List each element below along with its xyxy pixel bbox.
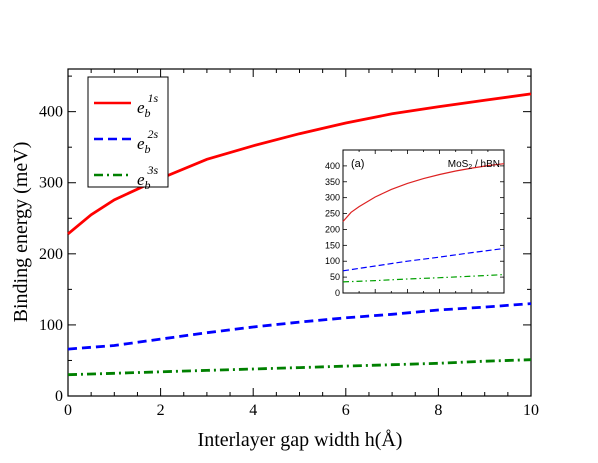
x-tick-label: 6 [342,402,350,419]
inset-material-label: MoS2 / hBN [448,159,500,171]
inset-annotation: (a) [351,158,364,170]
series-line-3s [67,358,532,377]
legend-label: eb1s [137,91,159,120]
inset-y-tick-label: 400 [325,161,340,171]
inset-y-tick-label: 0 [335,288,340,298]
x-tick-label: 2 [157,402,165,419]
inset-y-tick-label: 350 [325,177,340,187]
y-tick-label: 200 [39,246,63,263]
inset-y-tick-label: 250 [325,209,340,219]
inset-y-tick-label: 50 [330,272,340,282]
x-tick-label: 8 [434,402,442,419]
y-axis-label: Binding energy (meV) [10,142,32,323]
x-tick-label: 4 [249,402,257,419]
inset-series-line [342,247,505,272]
legend-box [87,76,169,188]
inset-y-tick-label: 200 [325,224,340,234]
series-line-1s [67,92,532,235]
y-tick-label: 0 [55,388,63,405]
inset-series-line [342,163,505,222]
legend-label: eb3s [137,163,159,192]
inset-y-tick-label: 150 [325,240,340,250]
y-tick-label: 100 [39,317,63,334]
legend-label: eb2s [137,127,159,156]
legend: eb1s eb2s eb3s [87,76,169,192]
y-tick-label: 400 [39,104,63,121]
x-tick-label: 0 [64,402,72,419]
inset-y-tick-label: 100 [325,256,340,266]
inset-plot-frame [342,149,505,294]
x-tick-label: 10 [523,402,539,419]
inset-chart: 0 50 100 150 200 250 300 350 400 (a) MoS2 / hBN [325,149,505,298]
inset-y-tick-label: 300 [325,193,340,203]
x-axis-label: Interlayer gap width h(Å) [198,429,403,451]
y-tick-label: 300 [39,175,63,192]
series-line-2s [67,302,532,351]
